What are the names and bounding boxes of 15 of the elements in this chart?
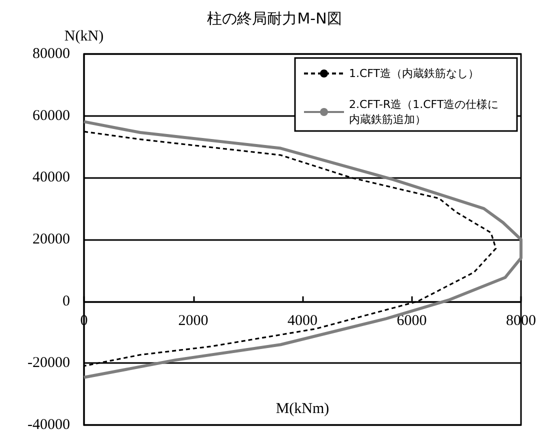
y-tick-label: -40000 (28, 417, 70, 433)
y-axis-title: N(kN) (64, 28, 104, 44)
x-axis-title: M(kNm) (276, 400, 330, 417)
x-tick-label: 6000 (396, 312, 427, 329)
y-tick-label: -20000 (28, 355, 70, 372)
y-tick-label: 20000 (32, 232, 70, 248)
y-tick-label: 60000 (32, 108, 70, 124)
legend-label: 1.CFT造（内蔵鉄筋なし） (349, 67, 480, 80)
x-tick-label: 4000 (288, 312, 318, 329)
y-tick-label: 80000 (32, 46, 70, 62)
y-tick-label: 0 (62, 293, 70, 310)
chart-title: 柱の終局耐力M-N図 (207, 10, 342, 28)
y-tick-label: 40000 (32, 170, 70, 186)
x-tick-label: 2000 (178, 312, 208, 329)
legend-label: 2.CFT-R造（1.CFT造の仕様に内蔵鉄筋追加） (349, 98, 499, 126)
